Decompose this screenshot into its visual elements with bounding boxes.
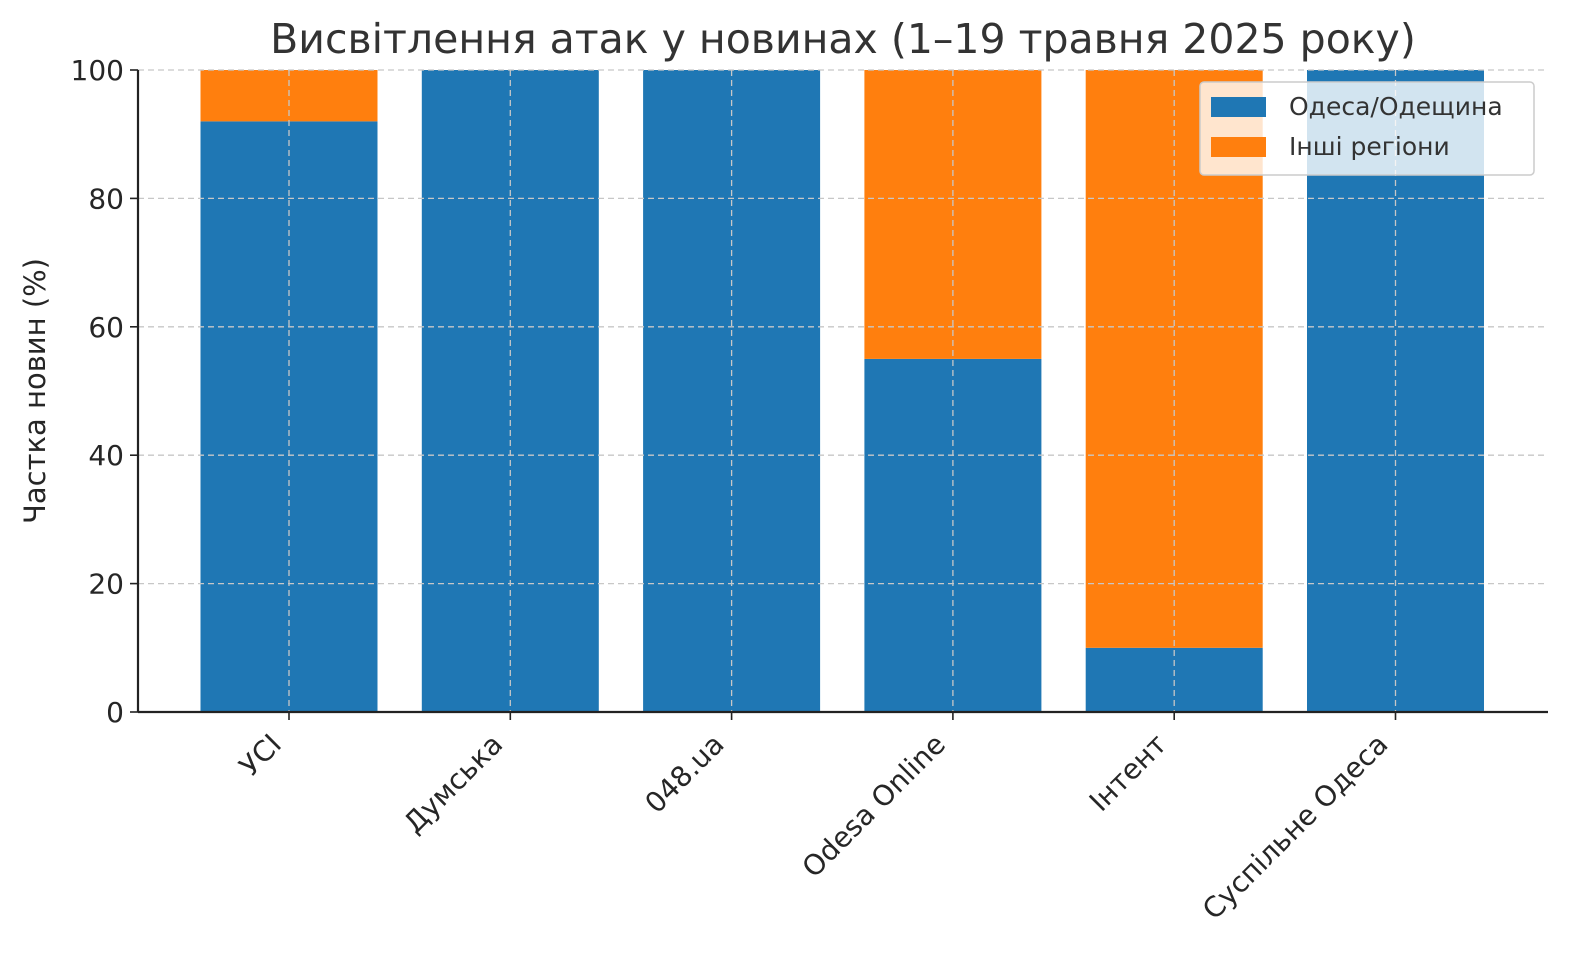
x-tick-label: Інтент <box>1083 728 1173 818</box>
x-tick-label: Суспільне Одеса <box>1196 728 1394 926</box>
y-tick-label: 20 <box>88 568 124 601</box>
legend-swatch <box>1211 97 1266 117</box>
y-tick-label: 0 <box>106 696 124 729</box>
y-tick-label: 100 <box>71 54 124 87</box>
chart-title: Висвітлення атак у новинах (1–19 травня … <box>270 15 1416 63</box>
x-tick-label: Odesa Online <box>796 728 952 884</box>
y-tick-label: 60 <box>88 311 124 344</box>
y-axis-label: Частка новин (%) <box>18 258 52 524</box>
legend-label: Одеса/Одещина <box>1289 92 1503 121</box>
legend-swatch <box>1211 137 1266 157</box>
y-tick-label: 80 <box>88 182 124 215</box>
x-tick-label: 048.ua <box>638 728 730 820</box>
y-tick-label: 40 <box>88 439 124 472</box>
legend-label: Інші регіони <box>1289 132 1450 161</box>
legend-box <box>1199 81 1535 176</box>
legend: Одеса/Одещина Інші регіони <box>1199 81 1535 176</box>
x-tick-label: Думська <box>397 728 509 840</box>
x-tick-label: УСІ <box>233 728 288 783</box>
